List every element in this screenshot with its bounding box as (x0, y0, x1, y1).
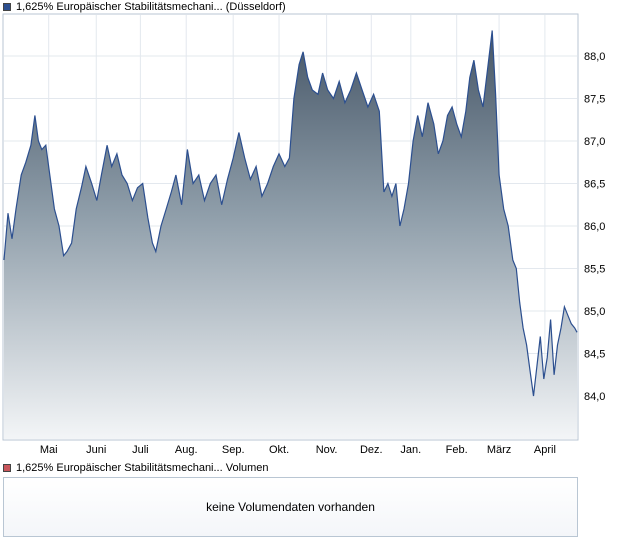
volume-empty-message: keine Volumendaten vorhanden (206, 500, 375, 514)
price-line (3, 30, 578, 397)
y-tick-label: 87,0 (584, 136, 605, 148)
y-tick-label: 85,0 (584, 306, 605, 318)
y-tick-label: 84,0 (584, 391, 605, 403)
y-tick-label: 86,5 (584, 179, 605, 191)
x-tick-label: März (487, 444, 511, 456)
price-legend: 1,625% Europäischer Stabilitätsmechani..… (3, 0, 286, 14)
x-tick-label: Juni (86, 444, 106, 456)
price-legend-label: 1,625% Europäischer Stabilitätsmechani..… (16, 1, 286, 13)
price-area (4, 30, 577, 439)
x-tick-label: Aug. (175, 444, 198, 456)
x-tick-label: April (534, 444, 556, 456)
volume-legend-label: 1,625% Europäischer Stabilitätsmechani..… (16, 462, 269, 474)
volume-legend-swatch (3, 464, 11, 472)
volume-panel: keine Volumendaten vorhanden (3, 477, 578, 537)
price-legend-swatch (3, 3, 11, 11)
y-tick-label: 85,5 (584, 264, 605, 276)
x-tick-label: Mai (40, 444, 58, 456)
y-tick-label: 87,5 (584, 94, 605, 106)
x-axis-ticks: Mai Juni Juli Aug. Sep. Okt. Nov. Dez. Jan. Feb. M… (40, 444, 556, 456)
y-tick-label: 84,5 (584, 349, 605, 361)
y-axis-ticks: 84,0 84,5 85,0 85,5 86,0 86,5 87,0 87,5 88,0 (584, 51, 605, 403)
x-tick-label: Jan. (400, 444, 421, 456)
y-tick-label: 86,0 (584, 221, 605, 233)
x-tick-label: Juli (132, 444, 149, 456)
x-tick-label: Dez. (360, 444, 383, 456)
y-tick-label: 88,0 (584, 51, 605, 63)
volume-legend: 1,625% Europäischer Stabilitätsmechani..… (3, 461, 269, 475)
x-tick-label: Sep. (222, 444, 245, 456)
price-chart: 84,0 84,5 85,0 85,5 86,0 86,5 87,0 87,5 88,0 Mai… (2, 13, 605, 456)
x-tick-label: Okt. (269, 444, 289, 456)
x-tick-label: Feb. (446, 444, 468, 456)
x-tick-label: Nov. (316, 444, 338, 456)
